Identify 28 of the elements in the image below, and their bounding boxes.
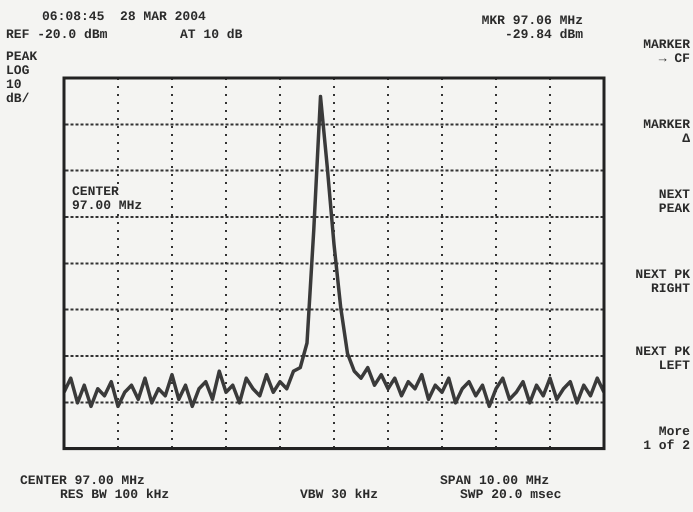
text: REF -20.0 dBm — [6, 27, 108, 42]
chart-title: 06:08:45 28 MAR 2004 — [42, 9, 206, 24]
text: CENTER 97.00 MHz — [20, 473, 145, 488]
text: PEAK — [658, 201, 690, 216]
annotation: 97.00 MHz — [72, 198, 142, 213]
text: NEXT — [658, 187, 690, 202]
annotation: CENTER — [72, 184, 119, 199]
text: SWP 20.0 msec — [460, 487, 562, 502]
text: 10 — [6, 77, 22, 92]
text: PEAK — [6, 49, 38, 64]
text: NEXT PK — [635, 344, 690, 359]
text: LEFT — [658, 358, 690, 373]
text: -29.84 dBm — [504, 27, 583, 42]
text: dB/ — [6, 91, 30, 106]
text: More — [658, 424, 690, 439]
text: Δ — [682, 131, 690, 146]
text: VBW 30 kHz — [300, 487, 378, 502]
text: RIGHT — [650, 281, 690, 296]
text: MARKER — [643, 37, 690, 52]
text: → CF — [658, 51, 690, 66]
text: NEXT PK — [635, 267, 690, 282]
text: 1 of 2 — [643, 438, 690, 453]
text: RES BW 100 kHz — [60, 487, 170, 502]
text: MKR 97.06 MHz — [482, 13, 583, 28]
text: SPAN 10.00 MHz — [440, 473, 550, 488]
text: AT 10 dB — [180, 27, 242, 42]
text: MARKER — [643, 117, 690, 132]
text: LOG — [6, 63, 30, 78]
